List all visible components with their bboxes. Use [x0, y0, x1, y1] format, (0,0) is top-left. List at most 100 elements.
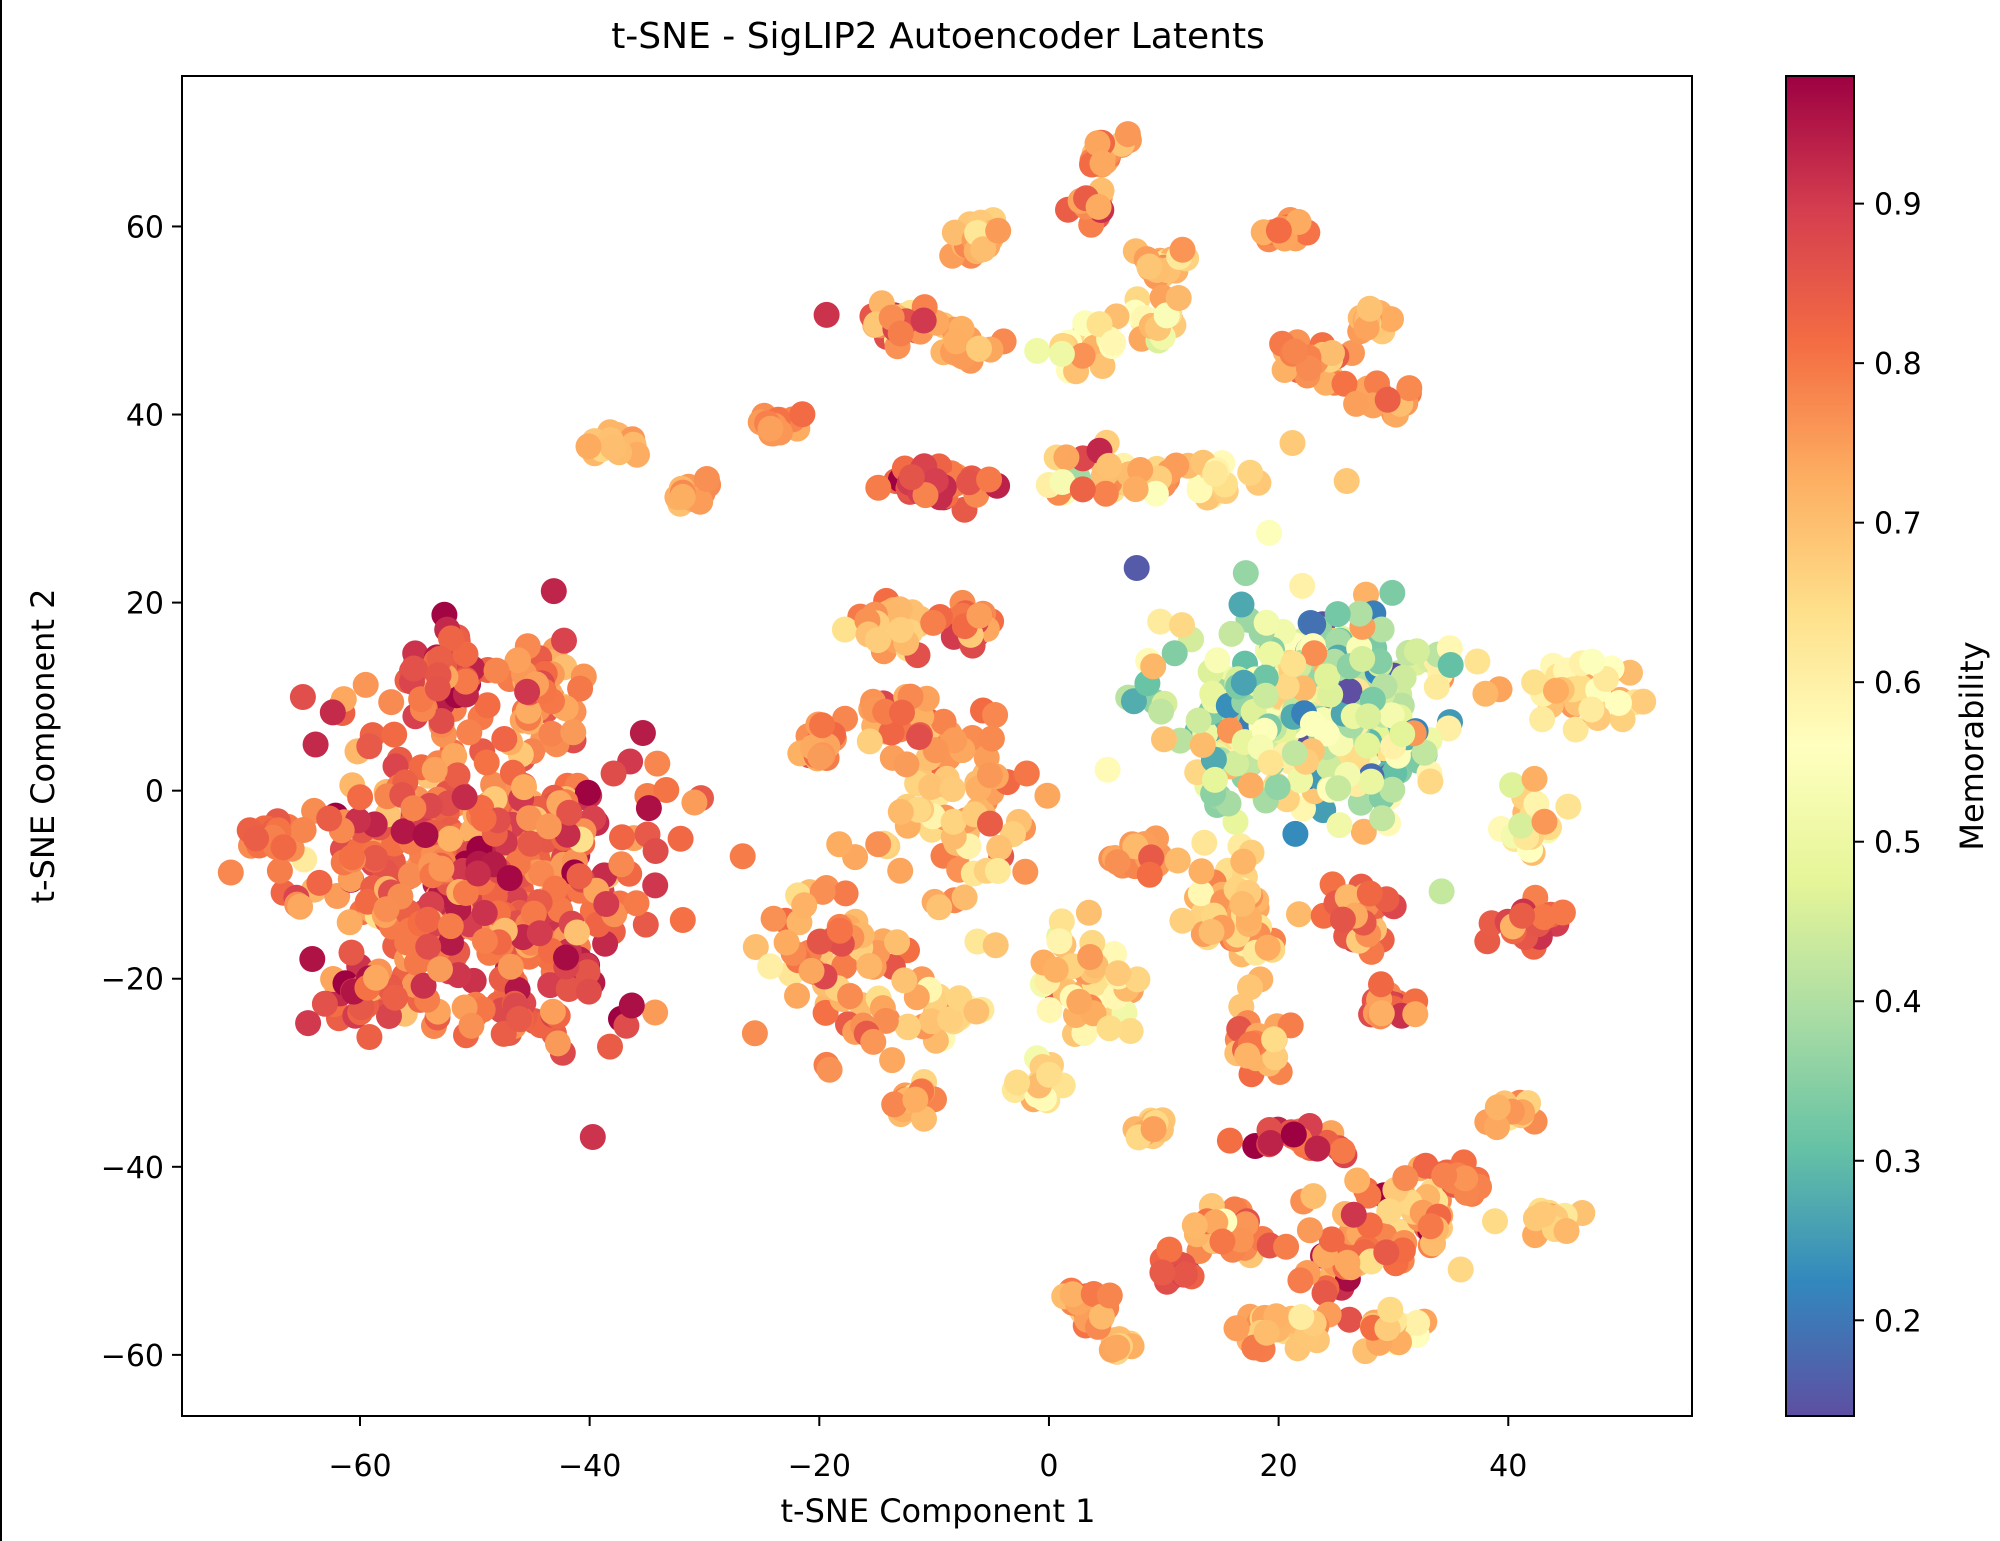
scatter-point — [1389, 721, 1416, 748]
scatter-point — [1579, 648, 1606, 675]
scatter-point — [976, 466, 1003, 493]
colorbar-tick-label: 0.3 — [1874, 1145, 1922, 1180]
scatter-point — [1509, 902, 1536, 929]
scatter-point — [1417, 768, 1444, 795]
scatter-point — [1198, 918, 1225, 945]
scatter-point — [982, 702, 1009, 728]
scatter-point — [872, 1007, 899, 1034]
scatter-point — [1164, 847, 1191, 874]
scatter-point — [217, 859, 244, 886]
scatter-point — [1204, 647, 1231, 674]
scatter-point — [1147, 608, 1174, 635]
scatter-point — [452, 668, 479, 695]
scatter-point — [1336, 678, 1363, 705]
scatter-point — [270, 834, 297, 861]
y-tick-label: 40 — [126, 399, 164, 434]
scatter-point — [791, 892, 818, 919]
colorbar-tick-label: 0.6 — [1874, 666, 1922, 701]
scatter-point — [1096, 1282, 1123, 1309]
scatter-point — [1319, 340, 1345, 366]
x-axis-label: t-SNE Component 1 — [780, 1492, 1095, 1530]
scatter-point — [1257, 1130, 1284, 1156]
y-tick-label: 60 — [126, 210, 164, 245]
scatter-point — [1428, 878, 1455, 905]
scatter-point — [1069, 476, 1096, 503]
scatter-point — [1280, 1121, 1307, 1148]
scatter-point — [1123, 555, 1150, 581]
scatter-point — [338, 939, 365, 966]
scatter-point — [1230, 669, 1257, 696]
scatter-point — [966, 602, 993, 629]
scatter-point — [951, 884, 978, 911]
scatter-point — [394, 929, 421, 956]
scatter-point — [1151, 726, 1177, 753]
scatter-point — [1075, 899, 1102, 926]
scatter-point — [243, 825, 269, 852]
scatter-point — [1252, 664, 1279, 691]
scatter-point — [831, 616, 858, 643]
scatter-point — [544, 1030, 571, 1057]
scatter-point — [491, 726, 518, 752]
scatter-point — [427, 956, 453, 983]
scatter-point — [816, 1056, 843, 1083]
scatter-point — [1140, 1116, 1167, 1143]
y-tick-label: 20 — [126, 587, 164, 622]
x-tick-label: −20 — [788, 1449, 851, 1484]
scatter-point — [1254, 934, 1281, 961]
scatter-point — [1059, 1281, 1086, 1308]
scatter-point — [1202, 460, 1229, 487]
scatter-point — [831, 953, 858, 980]
scatter-point — [1101, 941, 1128, 967]
scatter-point — [1273, 1233, 1300, 1260]
scatter-point — [593, 891, 620, 917]
scatter-point — [618, 992, 645, 1019]
scatter-point — [1282, 820, 1309, 847]
scatter-point — [1354, 732, 1381, 759]
scatter-point — [1092, 480, 1119, 507]
scatter-point — [1529, 1201, 1556, 1228]
scatter-point — [632, 911, 659, 938]
scatter-point — [1368, 1000, 1395, 1027]
scatter-point — [1464, 648, 1491, 675]
scatter-point — [1325, 775, 1352, 802]
scatter-point — [496, 865, 523, 892]
scatter-point — [1048, 908, 1075, 935]
scatter-point — [483, 657, 510, 684]
scatter-point — [881, 1091, 908, 1118]
y-tick-label: −60 — [101, 1339, 164, 1374]
scatter-point — [926, 894, 953, 921]
scatter-point — [556, 799, 583, 826]
scatter-point — [1237, 772, 1264, 799]
scatter-point — [912, 482, 939, 509]
scatter-point — [1169, 907, 1196, 934]
scatter-point — [575, 433, 602, 460]
scatter-point — [444, 762, 471, 789]
scatter-point — [976, 762, 1003, 789]
scatter-point — [356, 1024, 383, 1050]
scatter-point — [978, 725, 1005, 752]
scatter-points — [217, 121, 1657, 1365]
scatter-point — [1289, 572, 1316, 599]
scatter-point — [410, 972, 437, 999]
scatter-point — [319, 699, 346, 726]
scatter-point — [865, 474, 892, 501]
scatter-point — [1149, 1259, 1176, 1286]
scatter-point — [600, 434, 626, 461]
scatter-point — [878, 719, 905, 746]
scatter-point — [1578, 696, 1605, 723]
scatter-point — [608, 851, 635, 878]
scatter-point — [471, 928, 498, 954]
scatter-point — [1013, 760, 1040, 787]
scatter-point — [363, 964, 389, 991]
scatter-point — [1161, 640, 1188, 667]
scatter-point — [1066, 988, 1093, 1015]
scatter-point — [1299, 710, 1326, 737]
scatter-point — [887, 617, 914, 643]
scatter-point — [1543, 677, 1569, 704]
colorbar-tick-label: 0.4 — [1874, 985, 1922, 1020]
scatter-point — [574, 779, 601, 806]
scatter-point — [1311, 1280, 1338, 1307]
scatter-point — [412, 822, 439, 848]
scatter-point — [1334, 1249, 1361, 1276]
scatter-point — [879, 1047, 906, 1074]
